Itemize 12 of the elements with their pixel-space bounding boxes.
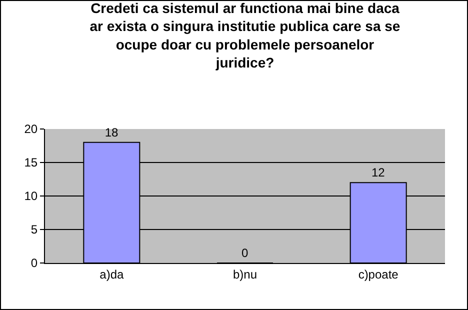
y-tick-label: 10	[24, 189, 38, 204]
x-tick-label: c)poate	[358, 267, 399, 282]
x-tick-label: b)nu	[232, 267, 258, 282]
data-label: 18	[104, 125, 119, 140]
y-tick-label: 20	[24, 122, 38, 136]
y-tick-label: 0	[30, 256, 38, 270]
y-tick-label: 5	[30, 222, 38, 237]
data-label: 12	[371, 166, 386, 180]
x-tick-label: a)da	[100, 267, 124, 282]
chart-title: Credeti ca sistemul ar functiona mai bine daca ar exista o singura institutie publica care sa se ocupe doar cu problemele persoanelor juridice?	[90, 0, 400, 71]
y-tick-label: 15	[24, 156, 38, 170]
data-label: 0	[242, 246, 248, 260]
